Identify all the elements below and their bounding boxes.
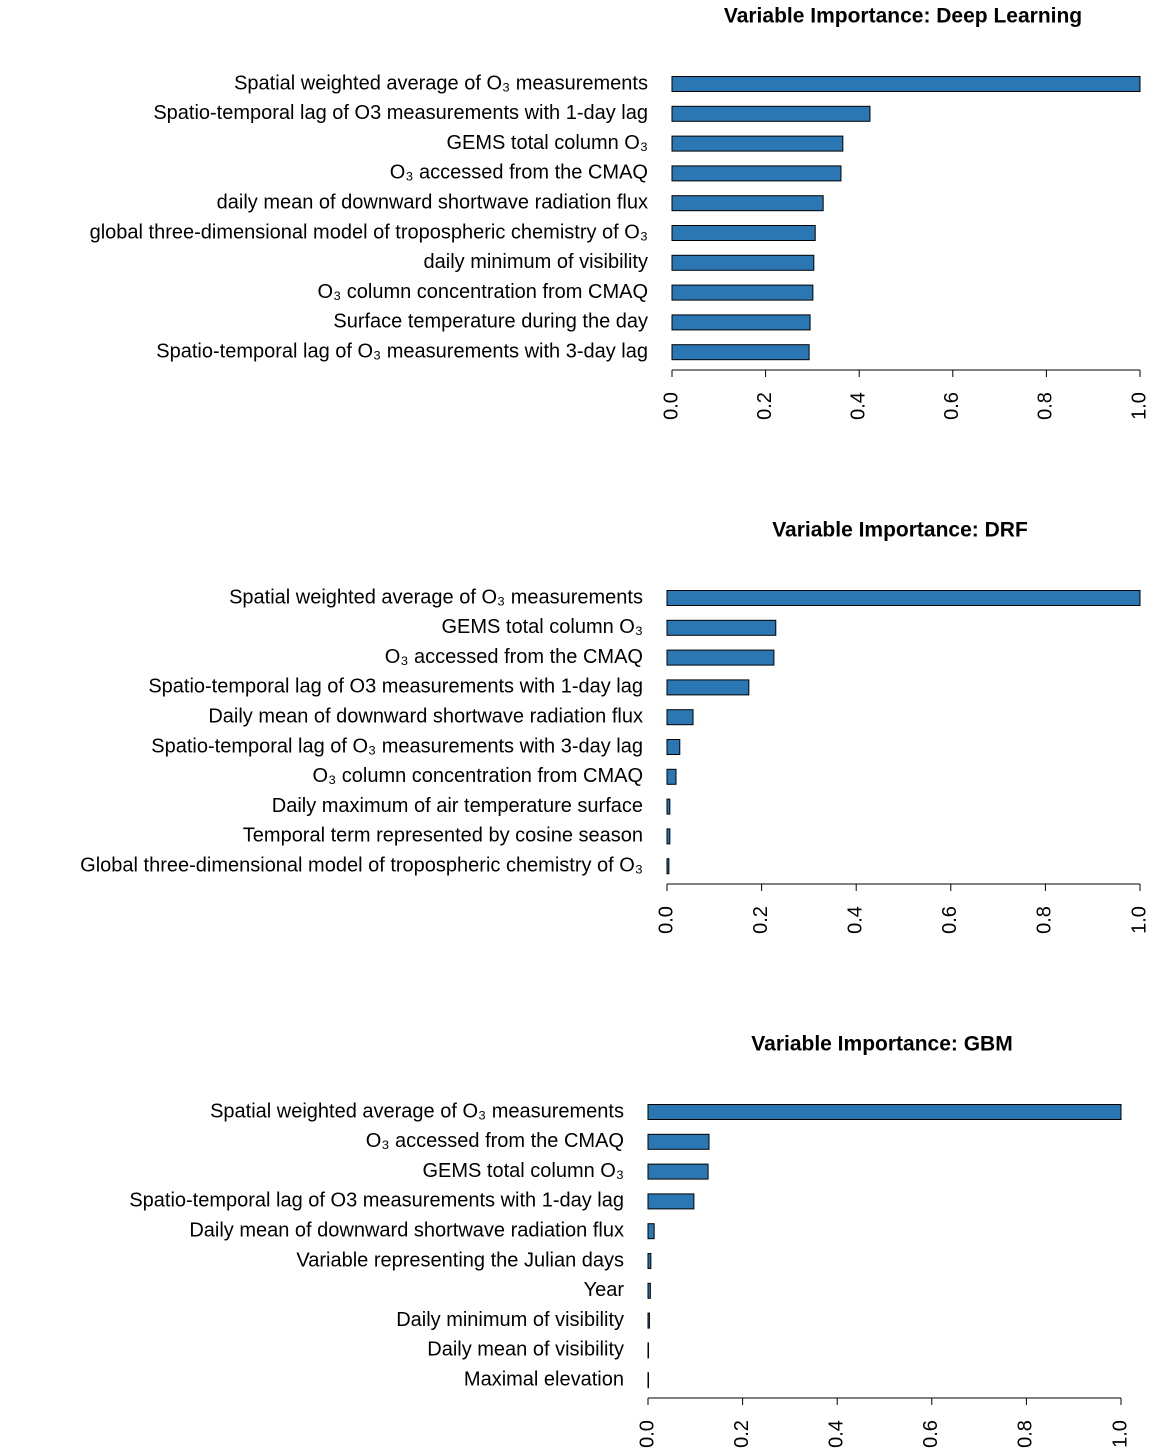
x-tick-label: 0.4 <box>825 1420 847 1448</box>
bar <box>666 679 750 696</box>
bar <box>671 344 810 361</box>
x-tick-label: 1.0 <box>1128 392 1150 420</box>
bar <box>647 1282 651 1299</box>
category-label: Spatio-temporal lag of O3 measurements w… <box>148 676 643 698</box>
category-label: Temporal term represented by cosine seas… <box>243 825 643 847</box>
category-label: GEMS total column O₃ <box>422 1160 624 1182</box>
bar <box>671 105 871 122</box>
category-label: Spatial weighted average of O₃ measureme… <box>234 72 648 94</box>
category-label: O₃ column concentration from CMAQ <box>318 281 648 303</box>
bar <box>671 314 811 331</box>
category-label: Spatial weighted average of O₃ measureme… <box>210 1100 624 1122</box>
category-label: Daily minimum of visibility <box>396 1309 624 1331</box>
category-label: Spatial weighted average of O₃ measureme… <box>229 586 643 608</box>
bar <box>666 828 671 845</box>
category-label: GEMS total column O₃ <box>446 132 648 154</box>
bar <box>647 1223 655 1240</box>
chart-title: Variable Importance: DRF <box>772 519 1028 542</box>
category-label: Year <box>584 1279 625 1301</box>
bar <box>666 649 775 666</box>
chart-title: Variable Importance: Deep Learning <box>724 5 1082 28</box>
category-label: Spatio-temporal lag of O3 measurements w… <box>129 1190 624 1212</box>
x-tick-label: 0.8 <box>1034 906 1056 934</box>
bar <box>647 1104 1122 1120</box>
bar <box>671 76 1141 92</box>
category-label: O₃ accessed from the CMAQ <box>385 646 643 668</box>
category-label: Daily mean of downward shortwave radiati… <box>208 705 643 727</box>
x-tick-label: 0.6 <box>939 906 961 934</box>
category-label: Variable representing the Julian days <box>296 1249 624 1271</box>
category-label: O₃ accessed from the CMAQ <box>366 1130 624 1152</box>
bar <box>671 225 816 241</box>
bar <box>647 1193 695 1210</box>
category-label: Spatio-temporal lag of O₃ measurements w… <box>151 735 643 757</box>
bar <box>671 135 844 152</box>
x-tick-label: 1.0 <box>1109 1420 1131 1448</box>
x-tick-label: 0.6 <box>920 1420 942 1448</box>
bar <box>666 768 677 785</box>
x-tick-label: 0.4 <box>847 392 869 420</box>
x-tick-label: 0.0 <box>660 392 682 420</box>
x-tick-label: 0.2 <box>731 1420 753 1448</box>
bar <box>647 1133 710 1150</box>
category-label: Surface temperature during the day <box>333 311 648 333</box>
category-label: GEMS total column O₃ <box>441 616 643 638</box>
chart-title: Variable Importance: GBM <box>751 1033 1012 1056</box>
x-tick-label: 0.6 <box>941 392 963 420</box>
bar <box>671 195 824 212</box>
bar <box>647 1312 650 1329</box>
category-label: daily mean of downward shortwave radiati… <box>217 191 648 213</box>
bar <box>647 1163 709 1180</box>
x-tick-label: 0.0 <box>655 906 677 934</box>
bar <box>671 284 814 301</box>
x-tick-label: 0.2 <box>754 392 776 420</box>
bar <box>666 798 671 815</box>
x-tick-label: 1.0 <box>1128 906 1150 934</box>
bar <box>666 739 681 755</box>
category-label: Maximal elevation <box>464 1368 624 1390</box>
x-tick-label: 0.0 <box>636 1420 658 1448</box>
category-label: daily minimum of visibility <box>424 251 649 273</box>
bar <box>671 165 842 182</box>
category-label: Spatio-temporal lag of O3 measurements w… <box>153 102 648 124</box>
category-label: Daily mean of visibility <box>427 1339 624 1361</box>
bar <box>647 1253 652 1269</box>
category-label: global three-dimensional model of tropos… <box>90 221 648 243</box>
bar <box>666 619 777 636</box>
bar <box>666 858 670 875</box>
x-tick-label: 0.2 <box>750 906 772 934</box>
x-tick-label: 0.4 <box>844 906 866 934</box>
bar <box>671 254 815 271</box>
x-tick-label: 0.8 <box>1035 392 1057 420</box>
category-label: Global three-dimensional model of tropos… <box>80 854 643 876</box>
category-label: O₃ accessed from the CMAQ <box>390 162 648 184</box>
category-label: Daily mean of downward shortwave radiati… <box>189 1219 624 1241</box>
bar <box>666 709 694 726</box>
bar <box>666 590 1141 606</box>
category-label: Spatio-temporal lag of O₃ measurements w… <box>156 340 648 362</box>
category-label: O₃ column concentration from CMAQ <box>313 765 643 787</box>
x-tick-label: 0.8 <box>1015 1420 1037 1448</box>
category-label: Daily maximum of air temperature surface <box>272 795 643 817</box>
